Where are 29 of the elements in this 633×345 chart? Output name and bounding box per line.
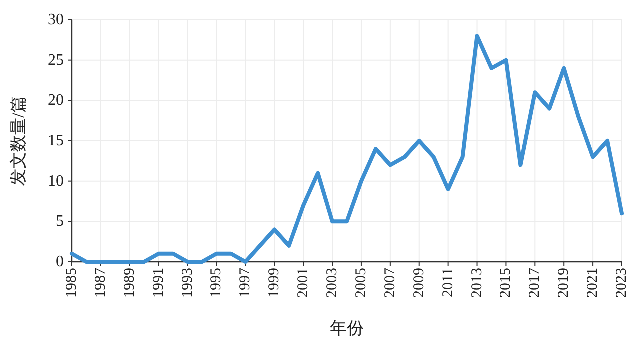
x-tick-label: 2009 <box>411 268 428 298</box>
x-tick-label: 1991 <box>150 268 167 298</box>
y-tick-label: 10 <box>48 172 64 190</box>
y-tick-label: 30 <box>48 12 64 28</box>
y-tick-label: 25 <box>48 52 64 69</box>
x-axis-title: 年份 <box>330 319 364 338</box>
x-tick-label: 2015 <box>498 268 514 298</box>
x-tick-label: 2011 <box>440 268 456 298</box>
x-tick-label: 2017 <box>527 268 544 298</box>
x-tick-label: 1995 <box>208 268 225 298</box>
x-tick-label: 1993 <box>180 268 196 298</box>
x-tick-label: 1987 <box>92 268 109 298</box>
y-tick-label: 15 <box>48 132 64 150</box>
x-tick-label: 2007 <box>382 268 398 298</box>
x-tick-label: 2003 <box>324 268 341 298</box>
y-tick-label: 5 <box>56 213 64 230</box>
x-tick-label: 2023 <box>614 268 630 298</box>
y-axis-title: 发文数量/篇 <box>9 96 28 186</box>
x-tick-label: 2001 <box>296 268 312 298</box>
x-tick-label: 2013 <box>469 268 486 298</box>
x-tick-label: 1985 <box>64 268 80 298</box>
x-tick-label: 1989 <box>122 268 138 298</box>
y-tick-label: 20 <box>48 92 64 110</box>
x-tick-label: 2019 <box>556 268 572 298</box>
x-tick-label: 1997 <box>238 268 254 298</box>
y-tick-label: 0 <box>56 254 64 270</box>
x-tick-label: 2021 <box>585 268 602 298</box>
x-tick-label: 2005 <box>353 268 370 298</box>
x-tick-label: 1999 <box>266 268 283 298</box>
